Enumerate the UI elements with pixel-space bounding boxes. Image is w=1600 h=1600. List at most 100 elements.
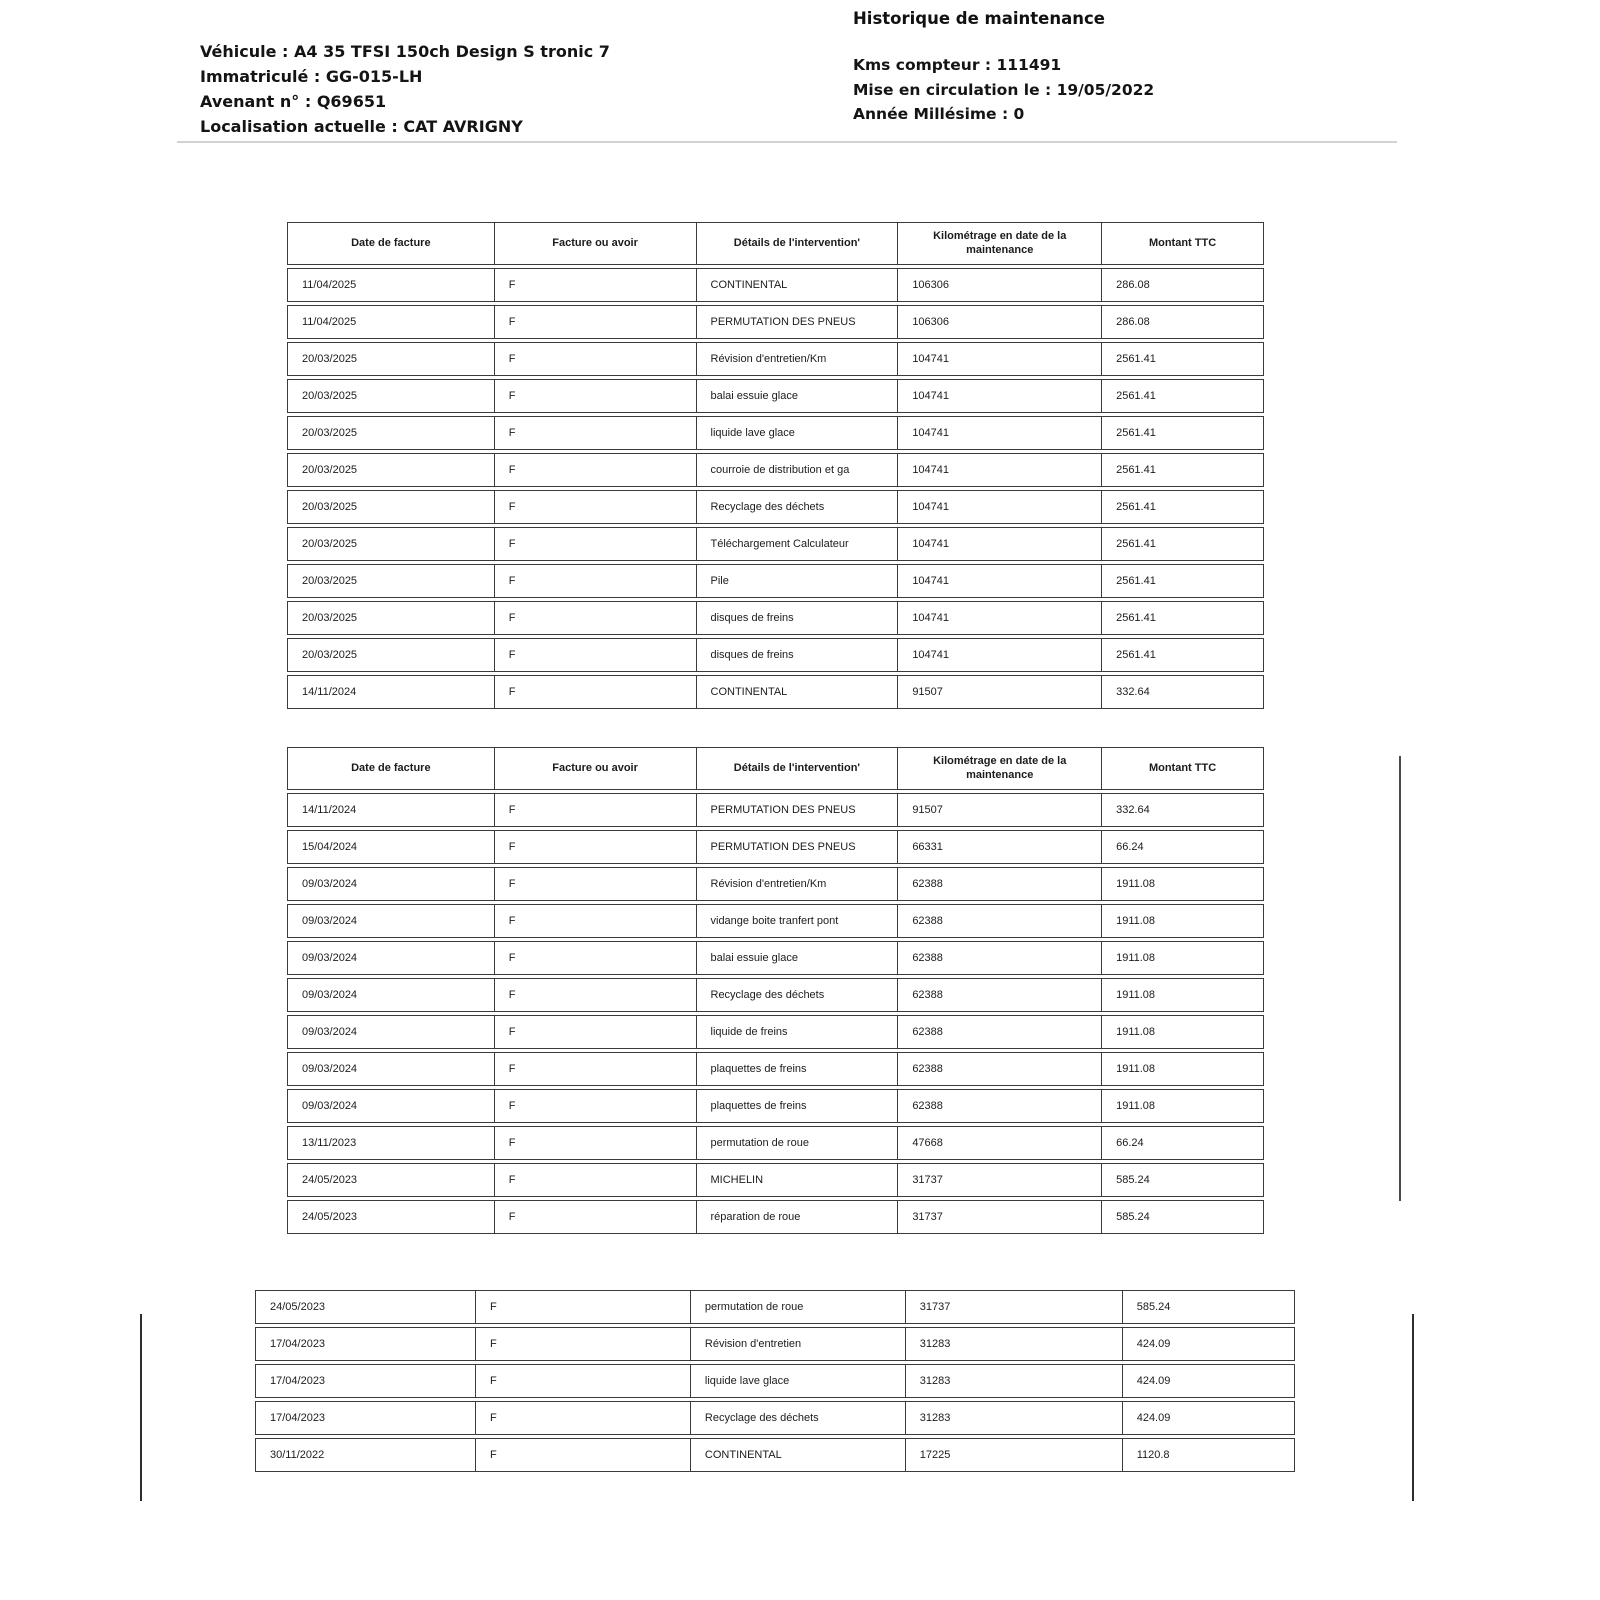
table-cell: disques de freins — [697, 639, 899, 671]
table-cell: 09/03/2024 — [288, 1090, 495, 1122]
table-cell: 24/05/2023 — [256, 1291, 477, 1323]
table-cell: 20/03/2025 — [288, 491, 495, 523]
table-cell: 09/03/2024 — [288, 905, 495, 937]
column-header: Détails de l'intervention' — [697, 748, 899, 789]
table-cell: F — [476, 1328, 691, 1360]
table-row: 14/11/2024 F CONTINENTAL 91507 332.64 — [287, 675, 1264, 709]
table-header-row: Date de facture Facture ou avoir Détails d… — [287, 747, 1264, 790]
table-cell: 31737 — [898, 1164, 1103, 1196]
table-cell: 20/03/2025 — [288, 454, 495, 486]
table-row: 11/04/2025 F CONTINENTAL 106306 286.08 — [287, 268, 1264, 302]
table-cell: 20/03/2025 — [288, 639, 495, 671]
table-cell: 17/04/2023 — [256, 1402, 477, 1434]
table-cell: 09/03/2024 — [288, 979, 495, 1011]
table-cell: F — [495, 380, 697, 412]
column-header: Date de facture — [288, 748, 495, 789]
table-cell: 62388 — [898, 942, 1103, 974]
table-row: 20/03/2025 F Révision d'entretien/Km 104741… — [287, 342, 1264, 376]
table-cell: F — [476, 1402, 691, 1434]
table-cell: 1911.08 — [1116, 1026, 1156, 1038]
table-cell: Révision d'entretien/Km — [697, 343, 899, 375]
table-cell: 20/03/2025 — [288, 565, 495, 597]
table-cell: 104741 — [898, 417, 1103, 449]
table-row: 09/03/2024 F Recyclage des déchets 62388 191… — [287, 978, 1264, 1012]
table-cell: 09/03/2024 — [288, 868, 495, 900]
table-cell: F — [495, 454, 697, 486]
table-cell: 1120.8 — [1136, 1449, 1170, 1461]
vehicle-location-line: Localisation actuelle : CAT AVRIGNY — [200, 117, 523, 136]
column-header: Détails de l'intervention' — [697, 223, 899, 264]
vehicle-plate-line: Immatriculé : GG-015-LH — [200, 67, 423, 86]
table-cell: 424.09 — [1136, 1412, 1171, 1424]
table-cell: liquide lave glace — [697, 417, 899, 449]
table-cell: 62388 — [898, 1016, 1103, 1048]
table-row: 20/03/2025 F Recyclage des déchets 104741 25… — [287, 490, 1264, 524]
table-cell: 2561.41 — [1116, 390, 1156, 402]
table-cell: PERMUTATION DES PNEUS — [697, 306, 899, 338]
table-cell: 104741 — [898, 565, 1103, 597]
table-cell: liquide lave glace — [691, 1365, 906, 1397]
table-cell: vidange boite tranfert pont — [697, 905, 899, 937]
table-cell: 104741 — [898, 491, 1103, 523]
table-cell: 106306 — [898, 306, 1103, 338]
table-cell: 14/11/2024 — [288, 676, 495, 708]
table-row: 09/03/2024 F Révision d'entretien/Km 62388 1… — [287, 867, 1264, 901]
table-cell: 62388 — [898, 1053, 1103, 1085]
table-cell: 1911.08 — [1116, 1100, 1156, 1112]
table-cell: F — [476, 1439, 691, 1471]
table-cell: 2561.41 — [1116, 501, 1156, 513]
table-cell: F — [495, 565, 697, 597]
table-cell: liquide de freins — [697, 1016, 899, 1048]
table-row: 30/11/2022 F CONTINENTAL 17225 1120.8 — [255, 1438, 1295, 1472]
table-cell: 24/05/2023 — [288, 1164, 495, 1196]
table-cell: 104741 — [898, 380, 1103, 412]
table-row: 20/03/2025 F Pile 104741 2561.41 — [287, 564, 1264, 598]
table-cell: 31283 — [906, 1328, 1123, 1360]
table-cell: 332.64 — [1116, 686, 1150, 698]
table-cell: 104741 — [898, 639, 1103, 671]
table-cell: F — [495, 269, 697, 301]
table-cell: 31283 — [906, 1365, 1123, 1397]
page-edge-line-bottom-left — [140, 1314, 142, 1501]
table-cell: 104741 — [898, 602, 1103, 634]
maintenance-table-2: Date de facture Facture ou avoir Détails d… — [287, 747, 1264, 1237]
table-cell: 20/03/2025 — [288, 343, 495, 375]
column-header: Date de facture — [288, 223, 495, 264]
table-cell: PERMUTATION DES PNEUS — [697, 831, 899, 863]
table-cell: 104741 — [898, 528, 1103, 560]
column-header: Facture ou avoir — [495, 748, 697, 789]
table-cell: courroie de distribution et ga — [697, 454, 899, 486]
table-cell: F — [495, 905, 697, 937]
vehicle-avenant-line: Avenant n° : Q69651 — [200, 92, 387, 111]
table-cell: F — [476, 1365, 691, 1397]
table-cell: 31283 — [906, 1402, 1123, 1434]
table-cell: Révision d'entretien — [691, 1328, 906, 1360]
table-row: 14/11/2024 F PERMUTATION DES PNEUS 91507 332… — [287, 793, 1264, 827]
table-row: 17/04/2023 F Révision d'entretien 31283 424.… — [255, 1327, 1295, 1361]
table-cell: Recyclage des déchets — [697, 491, 899, 523]
table-cell: 286.08 — [1116, 279, 1150, 291]
column-header: Montant TTC — [1148, 761, 1217, 774]
circulation-date-line: Mise en circulation le : 19/05/2022 — [853, 80, 1155, 99]
table-cell: F — [495, 1053, 697, 1085]
table-cell: 2561.41 — [1116, 427, 1156, 439]
table-cell: 66331 — [898, 831, 1103, 863]
table-cell: 91507 — [898, 676, 1103, 708]
table-cell: 2561.41 — [1116, 353, 1156, 365]
table-cell: F — [495, 639, 697, 671]
table-cell: Pile — [697, 565, 899, 597]
meter-info-block: Kms compteur : 111491 Mise en circulatio… — [853, 53, 1154, 127]
table-cell: 2561.41 — [1116, 538, 1156, 550]
table-cell: Révision d'entretien/Km — [697, 868, 899, 900]
table-cell: F — [495, 602, 697, 634]
millesime-line: Année Millésime : 0 — [853, 105, 1025, 123]
table-cell: 62388 — [898, 905, 1103, 937]
